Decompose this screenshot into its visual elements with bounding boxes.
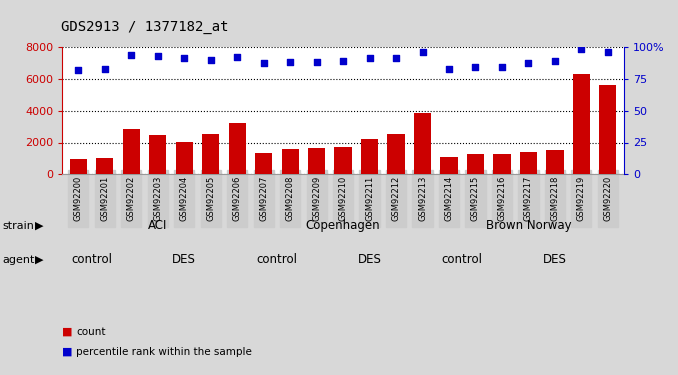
Text: DES: DES xyxy=(357,253,382,266)
Bar xyxy=(520,152,537,174)
Bar xyxy=(387,134,405,174)
Point xyxy=(232,54,243,60)
Bar xyxy=(281,149,299,174)
Point xyxy=(205,57,216,63)
Bar xyxy=(202,134,219,174)
Text: DES: DES xyxy=(543,253,567,266)
Bar xyxy=(334,147,352,174)
Point xyxy=(470,64,481,70)
Text: percentile rank within the sample: percentile rank within the sample xyxy=(76,347,252,357)
Point xyxy=(523,60,534,66)
Bar xyxy=(255,153,273,174)
Bar xyxy=(308,148,325,174)
Point xyxy=(73,67,83,73)
Point xyxy=(311,59,322,65)
Bar xyxy=(228,123,245,174)
Point xyxy=(417,49,428,55)
Text: ■: ■ xyxy=(62,327,73,337)
Bar xyxy=(70,159,87,174)
Bar xyxy=(441,157,458,174)
Bar xyxy=(176,142,193,174)
Bar xyxy=(96,158,113,174)
Bar xyxy=(467,154,484,174)
Point xyxy=(99,66,110,72)
Point xyxy=(603,49,614,55)
Text: ▶: ▶ xyxy=(35,255,44,265)
Point xyxy=(496,64,507,70)
Point xyxy=(364,56,375,62)
Bar xyxy=(573,74,590,174)
Text: control: control xyxy=(71,253,112,266)
Point xyxy=(576,46,587,53)
Point xyxy=(443,66,454,72)
Bar xyxy=(149,135,166,174)
Text: ■: ■ xyxy=(62,347,73,357)
Point xyxy=(391,56,401,62)
Bar xyxy=(361,138,378,174)
Text: Copenhagen: Copenhagen xyxy=(306,219,380,232)
Bar xyxy=(599,85,616,174)
Text: control: control xyxy=(442,253,483,266)
Text: DES: DES xyxy=(172,253,196,266)
Text: count: count xyxy=(76,327,106,337)
Text: GDS2913 / 1377182_at: GDS2913 / 1377182_at xyxy=(61,20,228,34)
Point xyxy=(179,56,190,62)
Point xyxy=(549,58,560,64)
Text: Brown Norway: Brown Norway xyxy=(485,219,572,232)
Point xyxy=(258,60,269,66)
Bar xyxy=(494,154,511,174)
Text: control: control xyxy=(256,253,298,266)
Point xyxy=(153,53,163,59)
Point xyxy=(126,51,137,57)
Text: strain: strain xyxy=(3,221,35,231)
Point xyxy=(338,58,348,64)
Text: agent: agent xyxy=(3,255,35,265)
Bar xyxy=(546,150,563,174)
Bar xyxy=(414,113,431,174)
Text: ACI: ACI xyxy=(148,219,167,232)
Text: ▶: ▶ xyxy=(35,221,44,231)
Bar xyxy=(123,129,140,174)
Point xyxy=(285,59,296,65)
